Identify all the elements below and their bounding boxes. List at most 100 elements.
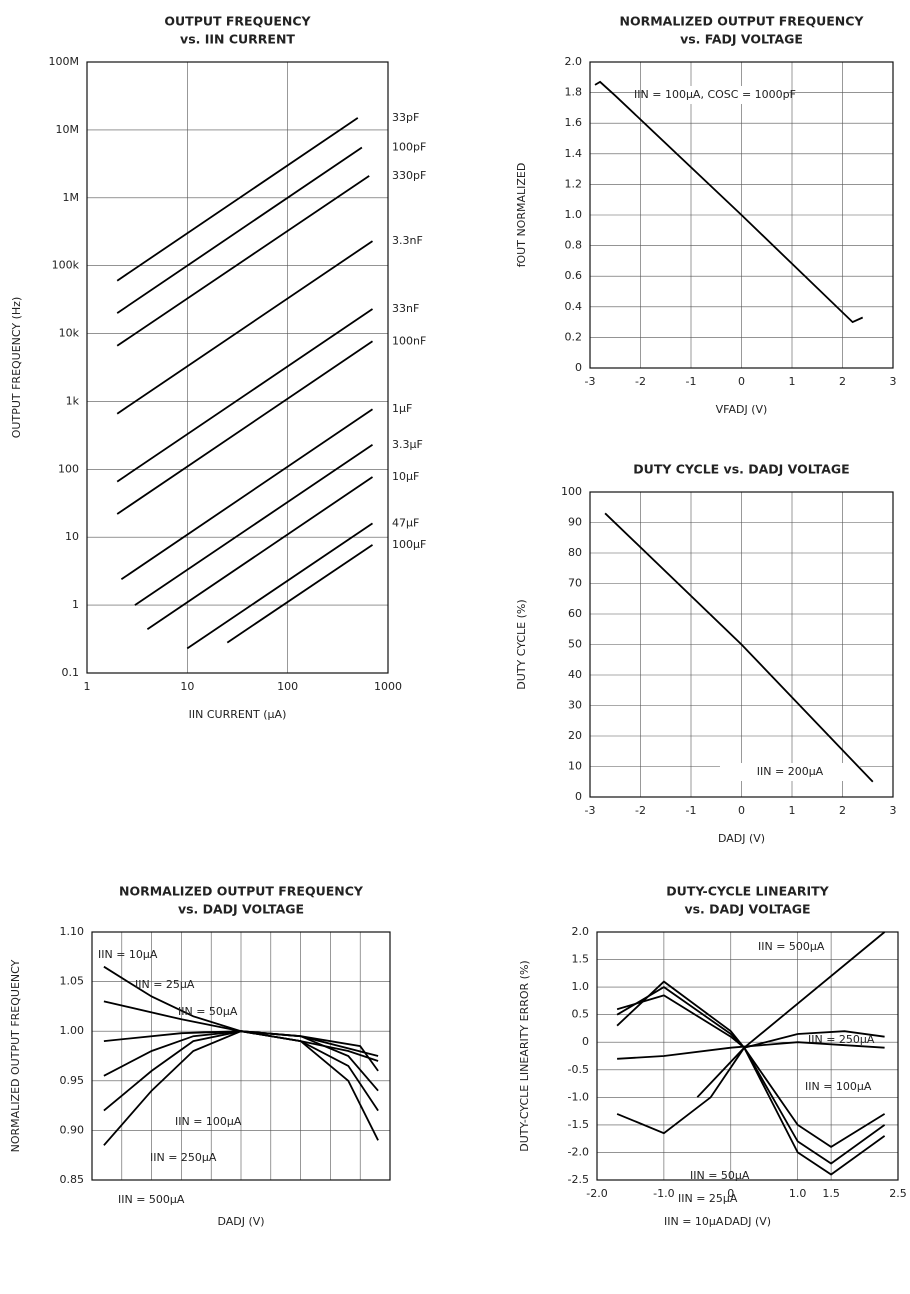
x-tick-label: 1 <box>84 680 91 693</box>
series-label: IIN = 250µA <box>150 1151 217 1164</box>
y-tick-label: 1.8 <box>565 86 583 99</box>
series-line <box>116 240 374 415</box>
series-line <box>226 544 374 644</box>
x-tick-label: -1.0 <box>653 1187 674 1200</box>
y-tick-label: 1.10 <box>60 925 85 938</box>
y-tick-label: 0.4 <box>565 300 583 313</box>
x-tick-label: 3 <box>890 375 897 388</box>
series-label: IIN = 50µA <box>690 1169 750 1182</box>
y-tick-label: 0 <box>575 790 582 803</box>
x-tick-label: 1 <box>789 804 796 817</box>
y-tick-label: -1.0 <box>568 1090 589 1103</box>
x-tick-label: 0 <box>738 375 745 388</box>
x-tick-label: -2 <box>635 804 646 817</box>
x-axis-label: DADJ (V) <box>217 1215 264 1228</box>
y-tick-label: 2.0 <box>565 55 583 68</box>
x-tick-label: -3 <box>585 804 596 817</box>
series-label: IIN = 25µA <box>135 978 195 991</box>
y-axis-label: DUTY-CYCLE LINEARITY ERROR (%) <box>518 960 531 1151</box>
y-tick-label: 1.6 <box>565 116 583 129</box>
y-tick-label: 1.0 <box>572 980 590 993</box>
series-line <box>617 1041 885 1060</box>
series-line <box>116 117 359 282</box>
series-line <box>146 476 374 631</box>
y-tick-label: 0.85 <box>60 1173 85 1186</box>
series-line <box>116 175 370 347</box>
y-tick-label: 40 <box>568 668 582 681</box>
series-label: 100pF <box>392 141 426 154</box>
series-label: 33pF <box>392 111 419 124</box>
series-label: IIN = 10µA <box>98 948 158 961</box>
x-tick-label: 1 <box>789 375 796 388</box>
plot-frame <box>91 931 391 1181</box>
x-tick-label: 2 <box>839 804 846 817</box>
chart-title: NORMALIZED OUTPUT FREQUENCY <box>119 884 364 899</box>
series-label: 10µF <box>392 470 419 483</box>
x-axis-label: DADJ (V) <box>718 832 765 845</box>
series-line <box>604 512 874 783</box>
series-label: IIN = 100µA <box>175 1115 242 1128</box>
y-tick-label: 10 <box>65 530 79 543</box>
x-tick-label: -1 <box>686 375 697 388</box>
series-line <box>616 986 886 1165</box>
series-line <box>186 522 374 650</box>
y-axis-label: fOUT NORMALIZED <box>515 163 528 268</box>
series-line <box>116 308 374 483</box>
y-tick-label: 1.5 <box>572 953 590 966</box>
series-label: 100nF <box>392 334 426 347</box>
y-tick-label: 20 <box>568 729 582 742</box>
chart-subtitle: vs. IIN CURRENT <box>180 32 295 47</box>
y-tick-label: -1.5 <box>568 1118 589 1131</box>
series-line <box>134 444 374 606</box>
y-tick-label: 0 <box>582 1035 589 1048</box>
series-label: IIN = 100µA <box>805 1080 872 1093</box>
y-tick-label: 1M <box>63 191 80 204</box>
x-axis-label: VFADJ (V) <box>716 403 768 416</box>
y-axis-label: DUTY CYCLE (%) <box>515 599 528 689</box>
y-axis-label: NORMALIZED OUTPUT FREQUENCY <box>9 959 22 1152</box>
series-label: 3.3nF <box>392 234 423 247</box>
x-tick-label: 2.5 <box>889 1187 907 1200</box>
chart-title: NORMALIZED OUTPUT FREQUENCY <box>620 14 865 29</box>
series-label: IIN = 10µA <box>664 1215 724 1228</box>
y-tick-label: 70 <box>568 577 582 590</box>
plot-frame <box>589 61 894 369</box>
series-line <box>616 980 886 1176</box>
series-label: 33nF <box>392 302 419 315</box>
y-tick-label: -0.5 <box>568 1063 589 1076</box>
y-tick-label: 60 <box>568 607 582 620</box>
chart-subtitle: vs. DADJ VOLTAGE <box>684 902 810 917</box>
y-tick-label: 10k <box>59 327 80 340</box>
plot-frame <box>589 491 894 798</box>
series-line <box>594 80 864 324</box>
y-tick-label: 1.00 <box>60 1024 85 1037</box>
chart-subtitle: vs. DADJ VOLTAGE <box>178 902 304 917</box>
x-tick-label: 0 <box>738 804 745 817</box>
series-label: 47µF <box>392 516 419 529</box>
x-axis-label: IIN CURRENT (µA) <box>189 708 287 721</box>
y-tick-label: -2.5 <box>568 1173 589 1186</box>
plot-frame <box>596 931 899 1181</box>
series-line <box>616 994 886 1148</box>
series-label: IIN = 250µA <box>808 1033 875 1046</box>
annotation-bg <box>645 86 785 104</box>
series-line <box>116 146 363 314</box>
series-label: 330pF <box>392 169 426 182</box>
y-tick-label: 0.90 <box>60 1123 85 1136</box>
annotation: IIN = 100µA, COSC = 1000pF <box>634 88 796 101</box>
x-tick-label: -1 <box>686 804 697 817</box>
y-tick-label: 10M <box>56 123 80 136</box>
y-tick-label: 0.1 <box>62 666 80 679</box>
y-tick-label: 50 <box>568 638 582 651</box>
y-tick-label: 0 <box>575 361 582 374</box>
chart-subtitle: vs. FADJ VOLTAGE <box>680 32 803 47</box>
y-tick-label: 1.4 <box>565 147 583 160</box>
y-tick-label: 80 <box>568 546 582 559</box>
x-tick-label: 10 <box>180 680 194 693</box>
y-tick-label: 30 <box>568 699 582 712</box>
plot-frame <box>86 61 389 674</box>
series-label: 1µF <box>392 402 412 415</box>
x-tick-label: 0 <box>727 1187 734 1200</box>
y-tick-label: 100 <box>561 485 582 498</box>
series-label: IIN = 50µA <box>178 1005 238 1018</box>
